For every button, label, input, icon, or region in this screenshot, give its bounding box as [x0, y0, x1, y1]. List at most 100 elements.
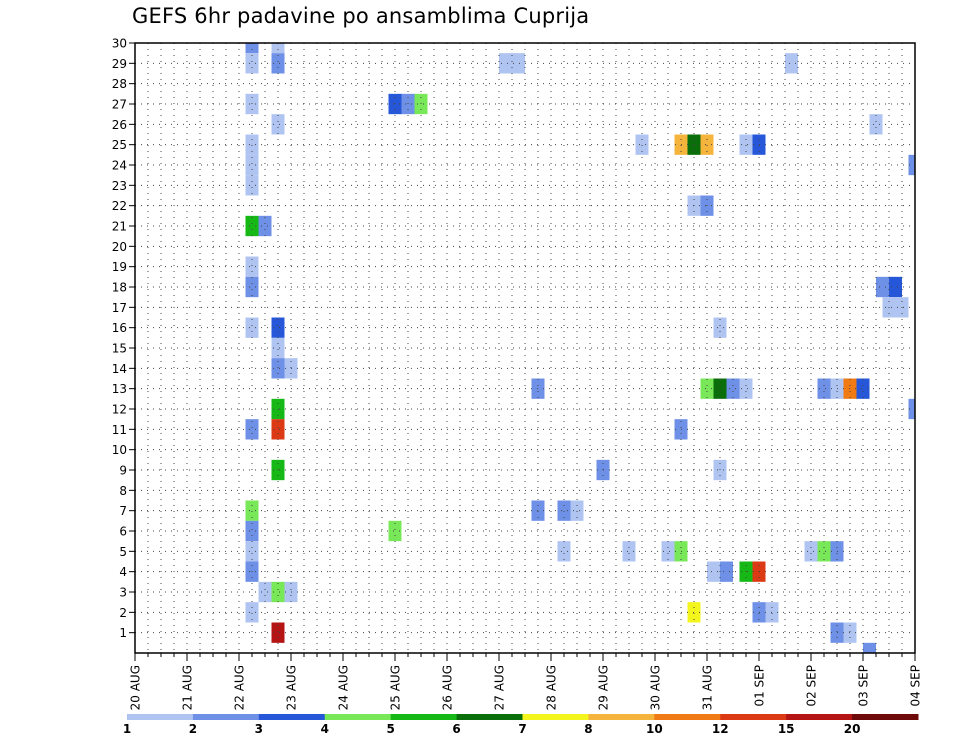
y-tick-label: 8 [119, 484, 127, 498]
y-tick-label: 10 [112, 443, 127, 457]
heatmap-cell [499, 53, 512, 74]
heatmap-cell [271, 622, 285, 643]
y-tick-label: 20 [112, 240, 127, 254]
heatmap-cell [245, 53, 259, 74]
y-tick-label: 11 [112, 423, 127, 437]
x-tick-label: 04 SEP [909, 665, 923, 707]
heatmap-cell [512, 53, 525, 74]
colorbar-label: 2 [189, 722, 197, 736]
heatmap-cell [245, 215, 259, 237]
colorbar-swatch [192, 714, 260, 720]
y-tick-label: 19 [112, 260, 127, 274]
colorbar-swatch [588, 714, 655, 720]
colorbar-label: 10 [646, 722, 663, 736]
colorbar-label: 5 [386, 722, 394, 736]
colorbar-swatch [324, 714, 392, 720]
heatmap-cell [271, 419, 285, 440]
heatmap-cell [785, 53, 798, 74]
heatmap-cell [557, 500, 571, 521]
heatmap-cell [635, 134, 649, 155]
heatmap-cell [245, 317, 259, 338]
y-tick-label: 26 [112, 118, 127, 132]
x-axis: 20 AUG 21 AUG 22 AUG 23 AUG 24 AUG 25 AUG 26 A… [129, 653, 923, 710]
x-tick-label: 20 AUG [129, 665, 143, 710]
y-tick-label: 14 [112, 362, 127, 376]
x-tick-label: 21 AUG [181, 665, 195, 710]
x-tick-label: 25 AUG [389, 665, 403, 710]
heatmap-cell [570, 500, 584, 521]
x-tick-label: 31 AUG [701, 665, 715, 710]
heatmap-cell [271, 337, 285, 359]
y-tick-label: 12 [112, 403, 127, 417]
heatmap-cell [739, 378, 753, 399]
heatmap-cell [856, 378, 870, 399]
heatmap-cell [713, 317, 727, 338]
y-tick-label: 29 [112, 57, 127, 71]
heatmap-cell [245, 419, 259, 440]
heatmap-cell [258, 581, 272, 603]
colorbar-label: 6 [452, 722, 460, 736]
colorbar-swatch [522, 714, 589, 720]
heatmap-cell [245, 520, 259, 542]
colorbar-swatch [654, 714, 721, 720]
heatmap-cell [908, 398, 915, 420]
heatmap-cell [271, 53, 285, 74]
y-tick-label: 1 [119, 626, 127, 640]
x-tick-label: 23 AUG [285, 665, 299, 710]
y-tick-label: 27 [112, 98, 127, 112]
heatmap-cell [869, 114, 883, 135]
heatmap-cell [245, 43, 259, 54]
heatmap-cell [804, 541, 818, 562]
heatmap-cell [622, 541, 636, 562]
heatmap-cell [271, 358, 285, 379]
colorbar-label: 3 [255, 722, 263, 736]
plot-frame [134, 42, 916, 654]
heatmap-cell [876, 276, 889, 298]
heatmap-cell [271, 114, 285, 135]
heatmap-cell [388, 520, 402, 542]
heatmap-cell [661, 541, 675, 562]
heatmap-cell [720, 561, 733, 582]
y-tick-label: 21 [112, 220, 127, 234]
colorbar-label: 1 [123, 722, 131, 736]
x-tick-label: 30 AUG [649, 665, 663, 710]
heatmap-cell [258, 215, 272, 237]
heatmap-cell [908, 154, 915, 176]
y-tick-label: 7 [119, 504, 127, 518]
colorbar-label: 8 [584, 722, 592, 736]
y-tick-label: 17 [112, 301, 127, 315]
y-tick-label: 28 [112, 77, 127, 91]
x-tick-label: 24 AUG [337, 665, 351, 710]
y-tick-label: 18 [112, 281, 127, 295]
y-tick-label: 25 [112, 138, 127, 152]
y-tick-label: 3 [119, 586, 127, 600]
colorbar-label: 20 [844, 722, 861, 736]
colorbar-swatch [720, 714, 787, 720]
heatmap-cell [245, 276, 259, 298]
colorbar-label: 15 [778, 722, 795, 736]
heatmap-cell [245, 175, 259, 196]
heatmap-cell [271, 43, 285, 54]
y-axis: 1234567891011121314151617181920212223242… [112, 37, 135, 640]
colorbar-swatch [786, 714, 853, 720]
grid-layer [135, 42, 915, 653]
colorbar-swatch [852, 714, 919, 720]
heatmap-cell [245, 154, 259, 176]
x-tick-label: 01 SEP [753, 665, 767, 707]
heatmap-cell [245, 256, 259, 277]
colorbar-swatch [258, 714, 326, 720]
heatmap-cell [707, 561, 720, 582]
heatmap-cell [245, 541, 259, 562]
heatmap-cell [739, 134, 753, 155]
heatmap-cell [245, 500, 259, 521]
heatmap-cell [245, 602, 259, 623]
x-tick-label: 29 AUG [597, 665, 611, 710]
heatmap-cell [271, 581, 285, 603]
chart-title: GEFS 6hr padavine po ansamblima Cuprija [132, 4, 590, 28]
colorbar-swatch [390, 714, 458, 720]
heatmap-cell [271, 317, 285, 338]
colorbar-label: 4 [321, 722, 329, 736]
colorbar-label: 7 [518, 722, 526, 736]
y-tick-label: 9 [119, 464, 127, 478]
